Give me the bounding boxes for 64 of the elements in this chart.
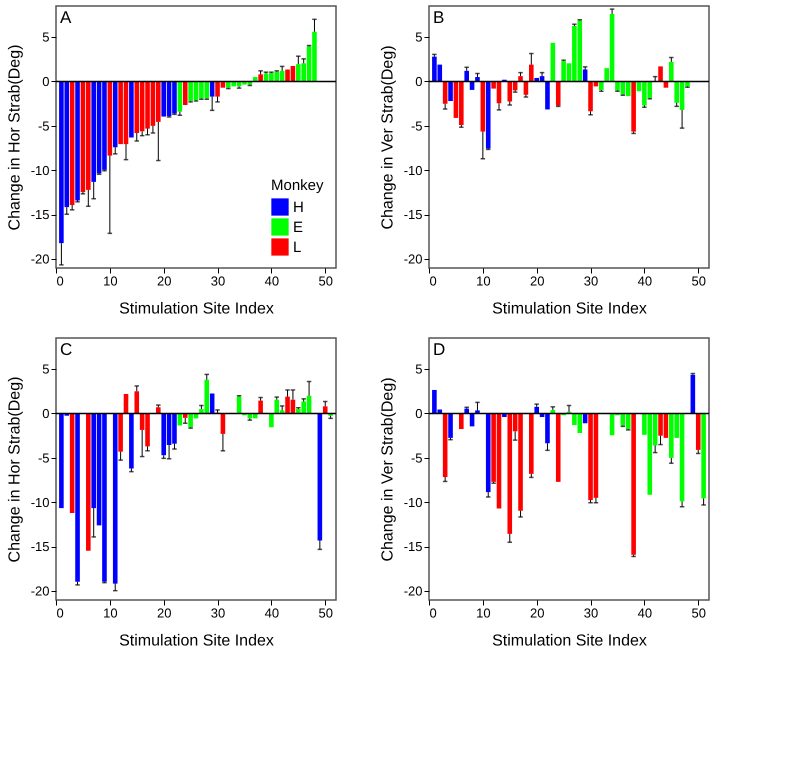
y-axis-title: Change in Ver Strab(Deg) [380, 377, 397, 562]
x-tick-label: 0 [56, 606, 64, 620]
y-tick-label: 0 [415, 406, 422, 421]
y-tick-label: -20 [30, 252, 50, 267]
y-tick-label: -20 [30, 584, 50, 599]
x-tick-label: 30 [210, 606, 226, 620]
x-tick-label: 0 [430, 606, 437, 620]
chart-title: A [60, 8, 72, 27]
chart-title: C [60, 340, 72, 359]
x-tick-label: 30 [584, 606, 598, 620]
y-tick-label: -15 [30, 539, 50, 554]
x-tick-label: 20 [530, 274, 544, 288]
y-tick-label: -20 [404, 584, 422, 599]
legend-title: Monkey [271, 177, 324, 194]
chart-title: B [433, 8, 444, 27]
x-tick-label: 50 [691, 274, 706, 288]
y-tick-label: -15 [30, 207, 50, 222]
y-tick-label: 5 [42, 362, 50, 377]
x-tick-label: 20 [156, 606, 172, 620]
y-tick-label: 5 [415, 30, 422, 45]
y-tick-label: -15 [404, 207, 422, 222]
x-tick-label: 50 [318, 606, 333, 620]
x-tick-label: 50 [318, 274, 333, 288]
x-tick-label: 10 [476, 606, 491, 620]
x-axis-title: Stimulation Site Index [119, 632, 274, 650]
y-axis-title: Change in Hor Strab(Deg) [6, 376, 24, 562]
x-tick-label: 20 [156, 274, 172, 288]
x-axis-title: Stimulation Site Index [492, 300, 647, 318]
x-tick-label: 40 [264, 274, 280, 288]
x-tick-label: 50 [691, 606, 706, 620]
y-tick-label: 5 [42, 30, 50, 45]
y-tick-label: -5 [38, 450, 50, 466]
x-axis-title: Stimulation Site Index [492, 632, 647, 650]
x-axis-title: Stimulation Site Index [119, 300, 274, 318]
y-tick-label: -10 [30, 162, 50, 178]
y-tick-label: -5 [38, 118, 50, 134]
y-tick-label: -5 [410, 118, 422, 134]
legend-label: H [293, 199, 304, 216]
x-tick-label: 10 [476, 274, 491, 288]
x-tick-label: 0 [56, 274, 64, 288]
y-axis-title: Change in Ver Strab(Deg) [380, 45, 397, 230]
y-tick-label: -10 [404, 494, 422, 510]
x-tick-label: 40 [264, 606, 280, 620]
y-tick-label: 5 [415, 362, 422, 377]
x-tick-label: 40 [638, 606, 652, 620]
y-tick-label: -10 [404, 162, 422, 178]
legend-label: E [293, 219, 304, 236]
x-tick-label: 30 [210, 274, 226, 288]
y-tick-label: -5 [410, 450, 422, 466]
y-axis-title: Change in Hor Strab(Deg) [6, 44, 24, 230]
x-tick-label: 40 [638, 274, 652, 288]
y-tick-label: -20 [404, 252, 422, 267]
x-tick-label: 20 [530, 606, 544, 620]
legend-label: L [293, 239, 302, 256]
x-tick-label: 10 [103, 606, 118, 620]
y-tick-label: 0 [42, 74, 50, 89]
y-tick-label: -15 [404, 539, 422, 554]
y-tick-label: 0 [415, 74, 422, 89]
y-tick-label: -10 [30, 494, 50, 510]
y-tick-label: 0 [42, 406, 50, 421]
x-tick-label: 0 [430, 274, 437, 288]
x-tick-label: 30 [584, 274, 598, 288]
chart-title: D [433, 340, 446, 359]
x-tick-label: 10 [103, 274, 118, 288]
